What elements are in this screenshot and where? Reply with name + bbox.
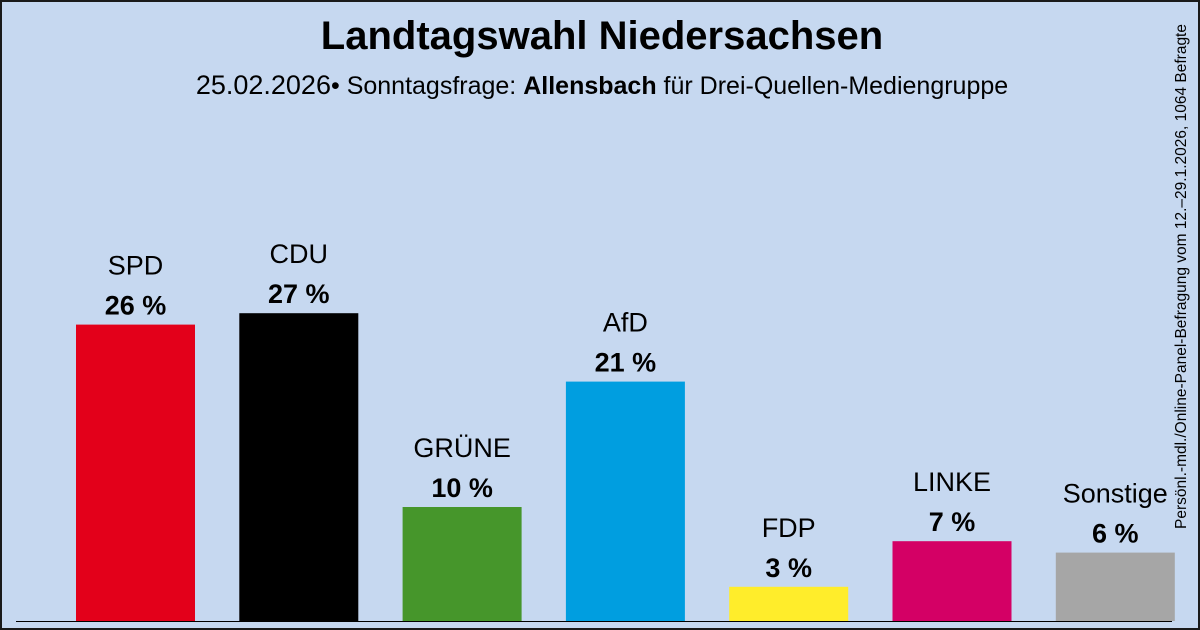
- bar-linke: [892, 541, 1012, 621]
- category-label-fdp: FDP: [762, 513, 816, 543]
- category-label-sonstige: Sonstige: [1063, 479, 1168, 509]
- poll-client: für Drei-Quellen-Mediengruppe: [663, 72, 1009, 100]
- chart-subtitle: 25.02.2026• Sonntagsfrage: Allensbach fü…: [2, 70, 1198, 101]
- category-label-cdu: CDU: [270, 239, 329, 269]
- category-label-spd: SPD: [108, 251, 164, 281]
- poll-institute: Allensbach: [523, 72, 657, 100]
- chart-title: Landtagswahl Niedersachsen: [320, 14, 884, 58]
- bar-sonstige: [1055, 552, 1175, 621]
- poll-label: Sonntagsfrage:: [346, 72, 517, 100]
- bar-spd: [76, 324, 195, 621]
- category-label-linke: LINKE: [913, 467, 991, 497]
- value-label-sonstige: 6 %: [1092, 519, 1139, 549]
- value-label-afd: 21 %: [595, 348, 657, 378]
- category-label-grne: GRÜNE: [413, 433, 511, 463]
- separator-bullet: •: [330, 72, 340, 100]
- value-label-cdu: 27 %: [268, 279, 330, 309]
- value-label-linke: 7 %: [929, 507, 976, 537]
- bar-fdp: [729, 586, 849, 621]
- category-label-afd: AfD: [603, 308, 648, 338]
- value-label-fdp: 3 %: [765, 553, 812, 583]
- value-label-grne: 10 %: [431, 473, 493, 503]
- poll-date: 25.02.2026: [195, 70, 331, 100]
- bar-grne: [402, 507, 522, 621]
- bar-cdu: [239, 313, 359, 621]
- bar-afd: [565, 381, 685, 621]
- value-label-spd: 26 %: [105, 291, 167, 321]
